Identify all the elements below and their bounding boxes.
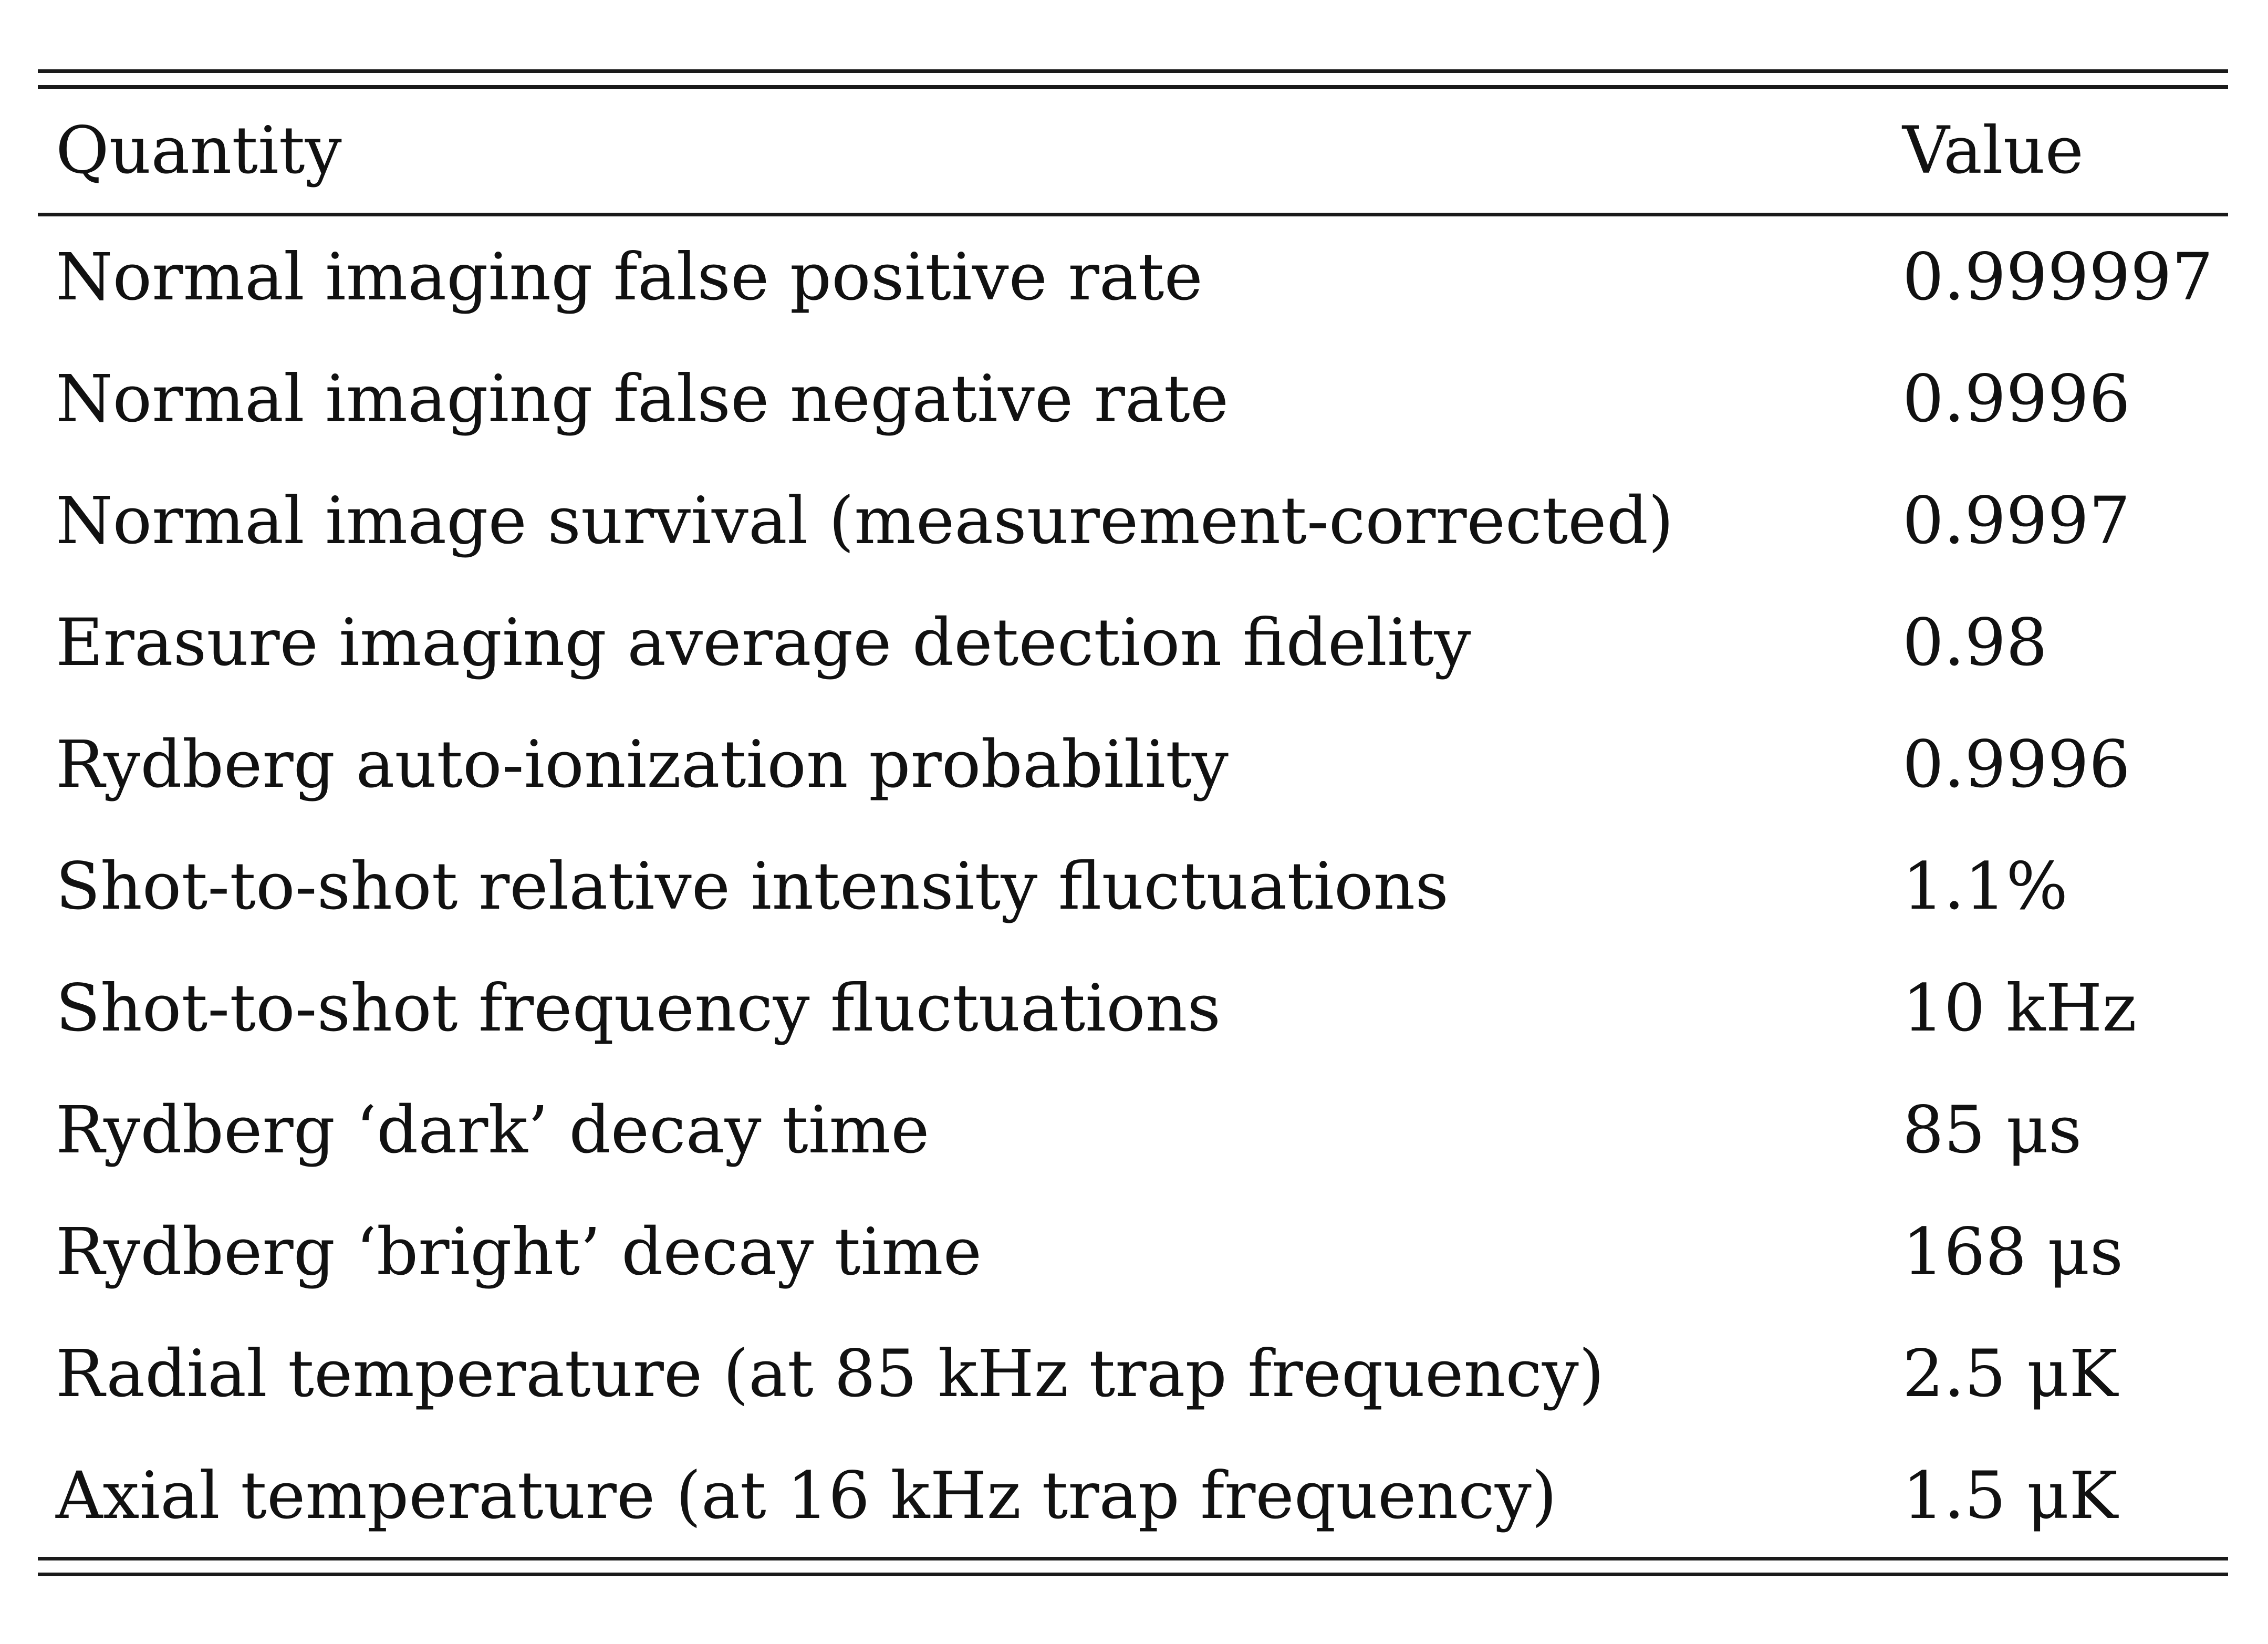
row-value: 0.9996 <box>1902 361 2130 437</box>
table-row: Normal imaging false positive rate 0.999… <box>38 216 2228 338</box>
row-value: 0.9996 <box>1902 727 2130 803</box>
header-rule <box>38 213 2228 216</box>
row-quantity: Rydberg ‘bright’ decay time <box>56 1214 982 1290</box>
table-row: Erasure imaging average detection fideli… <box>38 582 2228 704</box>
row-quantity: Rydberg auto-ionization probability <box>56 727 1229 803</box>
table-row: Rydberg auto-ionization probability 0.99… <box>38 704 2228 826</box>
table-row: Rydberg ‘dark’ decay time 85 μs <box>38 1069 2228 1191</box>
row-value: 85 μs <box>1902 1092 2082 1168</box>
header-quantity: Quantity <box>56 113 342 189</box>
bottom-rule-inner <box>38 1557 2228 1560</box>
table-row: Axial temperature (at 16 kHz trap freque… <box>38 1435 2228 1557</box>
table-row: Normal imaging false negative rate 0.999… <box>38 338 2228 460</box>
row-value: 1.5 μK <box>1902 1458 2118 1534</box>
row-quantity: Normal image survival (measurement-corre… <box>56 483 1674 559</box>
table-header-row: Quantity Value <box>38 89 2228 213</box>
parameters-table: Quantity Value Normal imaging false posi… <box>38 69 2228 1576</box>
header-value: Value <box>1902 113 2084 189</box>
row-quantity: Shot-to-shot frequency fluctuations <box>56 971 1221 1046</box>
table-row: Normal image survival (measurement-corre… <box>38 460 2228 582</box>
row-quantity: Axial temperature (at 16 kHz trap freque… <box>56 1458 1557 1534</box>
row-quantity: Rydberg ‘dark’ decay time <box>56 1092 930 1168</box>
row-value: 168 μs <box>1902 1214 2124 1290</box>
table-row: Shot-to-shot relative intensity fluctuat… <box>38 826 2228 948</box>
table-row: Rydberg ‘bright’ decay time 168 μs <box>38 1191 2228 1313</box>
bottom-rule-outer <box>38 1573 2228 1576</box>
row-quantity: Radial temperature (at 85 kHz trap frequ… <box>56 1336 1605 1412</box>
top-rule-outer <box>38 69 2228 73</box>
row-quantity: Erasure imaging average detection fideli… <box>56 605 1471 681</box>
top-rule-inner <box>38 85 2228 89</box>
row-quantity: Normal imaging false positive rate <box>56 240 1203 315</box>
row-value: 0.9997 <box>1902 483 2130 559</box>
table-row: Radial temperature (at 85 kHz trap frequ… <box>38 1313 2228 1435</box>
row-value: 0.98 <box>1902 605 2048 681</box>
row-value: 1.1% <box>1902 849 2068 924</box>
row-value: 0.999997 <box>1902 240 2213 315</box>
row-quantity: Shot-to-shot relative intensity fluctuat… <box>56 849 1449 924</box>
row-value: 2.5 μK <box>1902 1336 2118 1412</box>
row-quantity: Normal imaging false negative rate <box>56 361 1229 437</box>
table-row: Shot-to-shot frequency fluctuations 10 k… <box>38 948 2228 1069</box>
row-value: 10 kHz <box>1902 971 2137 1046</box>
